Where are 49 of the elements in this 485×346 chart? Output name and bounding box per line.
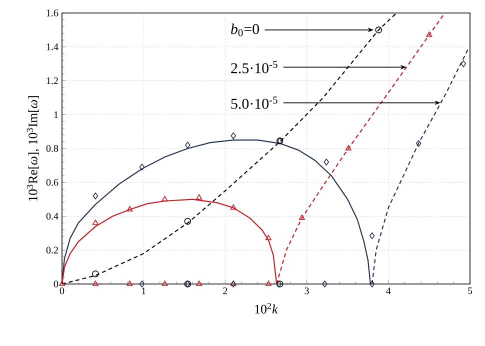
y-tick-label: 0.2: [46, 246, 58, 254]
point: [265, 234, 272, 240]
y-tick-label: 0: [54, 280, 58, 288]
y-tick-label: 1.4: [46, 44, 58, 50]
point: [185, 142, 190, 148]
point: [369, 280, 375, 288]
x-tick-label: 2: [223, 288, 228, 294]
point: [324, 158, 330, 166]
point: [139, 280, 145, 288]
point: [230, 132, 236, 140]
point: [126, 206, 133, 212]
point: [92, 280, 98, 286]
point: [126, 280, 133, 286]
point: [375, 26, 382, 34]
y-tick-label: 0.6: [46, 178, 58, 186]
point: [184, 218, 192, 225]
point: [265, 280, 272, 286]
y-tick-label: 1: [54, 111, 58, 118]
point: [92, 270, 99, 278]
point: [92, 220, 98, 225]
point: [416, 140, 422, 147]
point: [230, 204, 236, 210]
y-tick-label: 0.8: [46, 145, 58, 152]
point: [92, 192, 98, 200]
y-tick-label: 0.4: [46, 212, 58, 220]
point: [196, 194, 202, 200]
point: [322, 280, 328, 288]
point: [162, 280, 168, 286]
y-tick-label: 1.6: [46, 10, 58, 16]
point: [196, 280, 202, 286]
point: [426, 32, 432, 37]
x-tick-label: 0: [60, 288, 64, 294]
point: [139, 164, 145, 171]
x-tick-label: 3: [304, 288, 309, 294]
annotation: b$_{0}$=0: [231, 24, 260, 36]
point: [298, 214, 305, 220]
x-tick-label: 4: [386, 288, 391, 294]
point: [345, 145, 352, 150]
annotation: 2.5·10$^{-5}$: [231, 61, 278, 74]
point: [369, 232, 375, 240]
point: [460, 60, 466, 68]
x-tick-label: 1: [142, 288, 146, 294]
x-tick-label: 5: [468, 288, 472, 294]
point: [59, 280, 65, 286]
annotation: 5.0·10$^{-5}$: [231, 96, 278, 109]
y-tick-label: 1.2: [46, 77, 58, 84]
text: 10$^{3}$Re[ω], 10$^{3}$Im[ω]: [26, 96, 40, 201]
point: [162, 196, 168, 202]
x-axis-title: 10$^{2}$k: [255, 303, 278, 314]
